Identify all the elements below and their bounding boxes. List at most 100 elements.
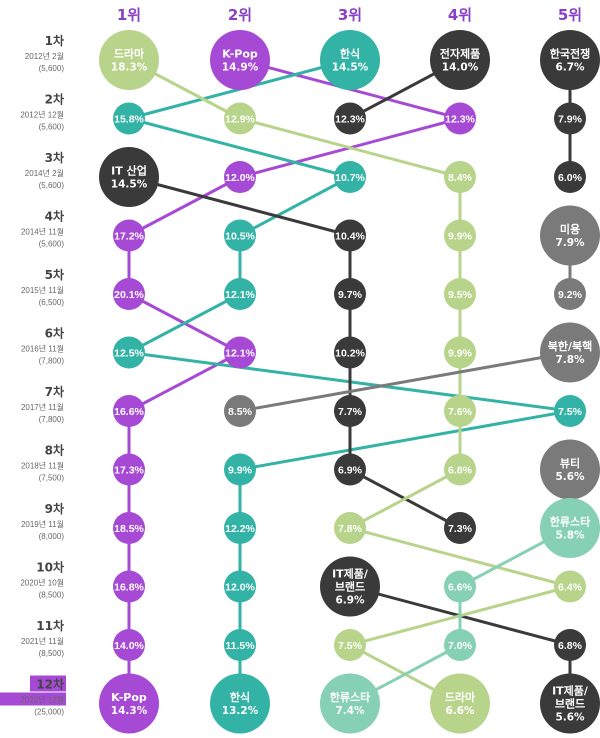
node-circle bbox=[334, 219, 366, 252]
node-IT-산업-r6: 10.2% bbox=[334, 336, 366, 369]
round-date: 2020년 10월 bbox=[20, 578, 64, 588]
node-circle bbox=[113, 629, 145, 661]
node-K-Pop-r3: 12.0% bbox=[224, 161, 256, 193]
node-value-label: 7.9% bbox=[555, 237, 585, 249]
node-K-Pop-r6: 12.1% bbox=[224, 336, 256, 369]
node-circle bbox=[444, 512, 476, 544]
node-value-label: 9.9% bbox=[228, 465, 253, 477]
line-한식 bbox=[238, 409, 572, 471]
node-circle bbox=[554, 570, 586, 603]
node-circle bbox=[224, 395, 256, 427]
node-value-label: 10.7% bbox=[335, 172, 365, 184]
node-circle bbox=[113, 102, 145, 135]
node-value-label: 9.7% bbox=[338, 289, 363, 301]
node-한식-r9: 12.2% bbox=[224, 512, 256, 544]
node-드라마-r11: 7.5% bbox=[334, 629, 366, 661]
node-한식-r4: 10.5% bbox=[224, 219, 256, 252]
node-한류스타-r11: 7.0% bbox=[444, 629, 476, 661]
line-IT-산업 bbox=[127, 175, 352, 237]
node-circle bbox=[320, 556, 380, 617]
node-value-label: 12.0% bbox=[225, 582, 255, 594]
node-드라마-r2: 12.9% bbox=[224, 102, 256, 135]
node-circle bbox=[444, 278, 476, 310]
rank-header-5: 5위 bbox=[558, 6, 582, 24]
node-circle bbox=[430, 673, 490, 734]
round-label: 11차 bbox=[36, 618, 64, 633]
round-sample-size: (5,600) bbox=[39, 240, 65, 249]
node-circle bbox=[444, 453, 476, 486]
round-date: 2019년 11월 bbox=[21, 519, 64, 529]
node-circle bbox=[540, 498, 600, 558]
node-K-Pop-r9: 18.5% bbox=[113, 512, 145, 544]
node-한식-r2: 15.8% bbox=[113, 102, 145, 135]
node-value-label: 7.8% bbox=[338, 523, 363, 535]
node-circle bbox=[334, 336, 366, 369]
node-드라마-r9: 7.8% bbox=[334, 512, 366, 544]
node-name-label: 뷰티 bbox=[560, 456, 580, 470]
line-드라마 bbox=[238, 117, 462, 179]
round-label: 4차 bbox=[45, 209, 64, 224]
node-name-label: 한류스타 bbox=[330, 690, 371, 704]
node-name-label: 전자제품 bbox=[440, 47, 480, 61]
round-sample-size: (7,500) bbox=[39, 474, 65, 483]
round-date: 2022년 12월 bbox=[20, 695, 64, 705]
node-circle bbox=[224, 336, 256, 369]
node-circle bbox=[320, 30, 380, 90]
node-드라마-r5: 9.5% bbox=[444, 278, 476, 310]
node-value-label: 9.5% bbox=[448, 289, 473, 301]
node-name-label: IT제품/ bbox=[332, 567, 369, 581]
node-circle bbox=[113, 570, 145, 603]
round-date: 2017년 11월 bbox=[21, 402, 64, 412]
node-value-label: 7.0% bbox=[448, 640, 473, 652]
node-value-label: 12.1% bbox=[225, 289, 255, 301]
node-name-label: 브랜드 bbox=[335, 580, 365, 594]
node-circle bbox=[444, 629, 476, 661]
node-circle bbox=[334, 278, 366, 310]
round-label: 1차 bbox=[45, 33, 64, 48]
node-value-label: 6.6% bbox=[445, 705, 475, 717]
node-value-label: 5.6% bbox=[555, 471, 585, 483]
node-circle bbox=[99, 30, 159, 90]
node-value-label: 15.8% bbox=[114, 114, 144, 126]
round-label: 3차 bbox=[45, 150, 64, 165]
node-circle bbox=[540, 439, 600, 500]
node-value-label: 14.5% bbox=[332, 62, 369, 74]
node-circle bbox=[113, 278, 145, 310]
round-label: 5차 bbox=[45, 267, 64, 282]
node-value-label: 14.5% bbox=[111, 179, 148, 191]
round-date: 2014년 2월 bbox=[25, 168, 64, 178]
round-sample-size: (8,500) bbox=[39, 591, 65, 600]
node-value-label: 10.4% bbox=[335, 231, 365, 243]
node-circle bbox=[224, 102, 256, 135]
node-value-label: 5.8% bbox=[555, 530, 585, 542]
round-sample-size: (5,600) bbox=[39, 64, 65, 73]
line-드라마 bbox=[348, 468, 462, 530]
node-value-label: 12.9% bbox=[225, 114, 255, 126]
node-value-label: 12.3% bbox=[445, 114, 475, 126]
node-value-label: 7.7% bbox=[338, 406, 363, 418]
node-circle bbox=[113, 219, 145, 252]
node-value-label: 7.4% bbox=[335, 705, 365, 717]
node-value-label: 12.1% bbox=[225, 348, 255, 360]
node-circle bbox=[334, 395, 366, 427]
node-북한-북핵-r7: 8.5% bbox=[224, 395, 256, 427]
node-한류스타-r10: 6.6% bbox=[444, 570, 476, 603]
round-label: 10차 bbox=[36, 560, 64, 575]
node-value-label: 14.3% bbox=[111, 705, 148, 717]
node-circle bbox=[224, 219, 256, 252]
line-한식 bbox=[127, 117, 352, 179]
node-name-label: K-Pop bbox=[222, 48, 258, 61]
node-value-label: 7.6% bbox=[448, 406, 473, 418]
node-circle bbox=[113, 336, 145, 369]
round-sample-size: (8,000) bbox=[39, 532, 65, 541]
node-한국전쟁-r2: 7.9% bbox=[554, 102, 586, 135]
node-value-label: 7.9% bbox=[558, 114, 583, 126]
round-date: 2012년 2월 bbox=[25, 51, 64, 61]
round-date: 2021년 11월 bbox=[21, 636, 64, 646]
